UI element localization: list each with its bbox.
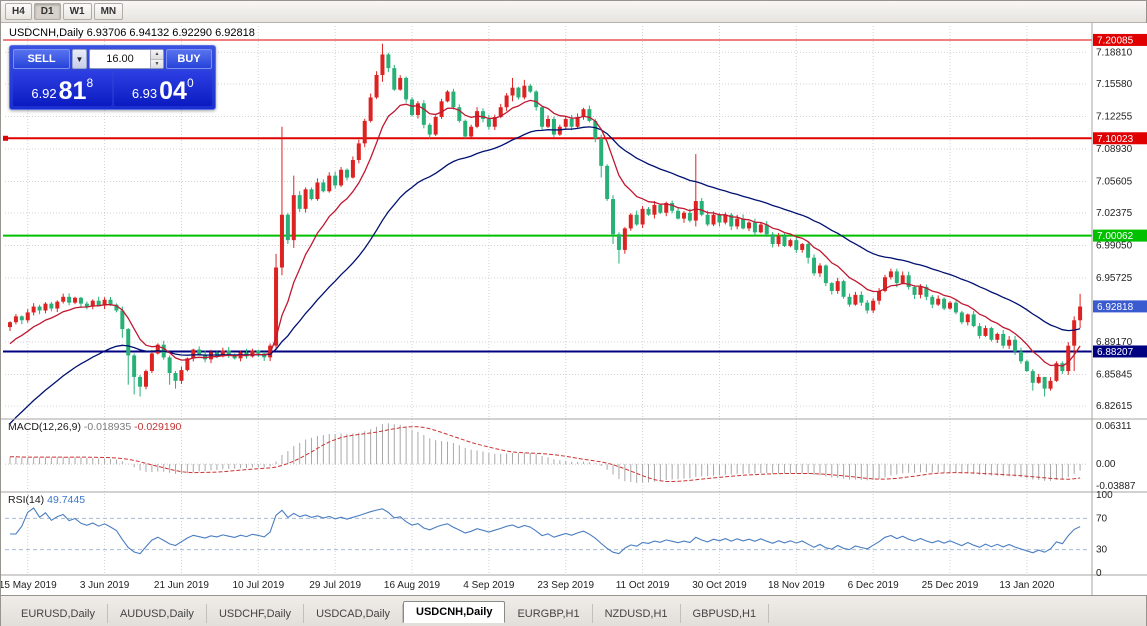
svg-text:7.15580: 7.15580 (1096, 79, 1133, 90)
svg-text:7.20085: 7.20085 (1097, 35, 1134, 46)
svg-text:6 Dec 2019: 6 Dec 2019 (848, 580, 900, 591)
svg-text:15 May 2019: 15 May 2019 (1, 580, 57, 591)
svg-text:6.92818: 6.92818 (1097, 302, 1134, 313)
svg-text:6.89170: 6.89170 (1096, 337, 1133, 348)
buy-price-display[interactable]: 6.93 04 0 (113, 71, 212, 106)
svg-text:6.99050: 6.99050 (1096, 240, 1133, 251)
svg-text:6.88207: 6.88207 (1097, 347, 1134, 358)
svg-text:7.12255: 7.12255 (1096, 111, 1133, 122)
svg-text:7.05605: 7.05605 (1096, 176, 1133, 187)
svg-text:6.95725: 6.95725 (1096, 273, 1133, 284)
sell-price-big-digits: 81 (58, 77, 87, 105)
rsi-value: 49.7445 (47, 494, 86, 506)
svg-text:7.02375: 7.02375 (1096, 208, 1133, 219)
timeframe-toolbar: H4 D1 W1 MN (1, 1, 1146, 23)
timeframe-button-h4[interactable]: H4 (5, 3, 32, 20)
arrow-up-icon: ▲ (154, 51, 160, 57)
tab-nzdusd-h1[interactable]: NZDUSD,H1 (593, 604, 681, 623)
buy-price-head: 6.93 (131, 86, 158, 101)
svg-text:7.08930: 7.08930 (1096, 144, 1133, 155)
svg-text:6.82615: 6.82615 (1096, 401, 1133, 412)
timeframe-button-mn[interactable]: MN (93, 3, 124, 20)
tab-eurusd-daily[interactable]: EURUSD,Daily (9, 604, 108, 623)
volume-increase-button[interactable]: ▲ (151, 50, 163, 60)
buy-button[interactable]: BUY (166, 49, 212, 69)
macd-indicator-label: MACD(12,26,9) -0.018935 -0.029190 (8, 421, 181, 433)
svg-text:100: 100 (1096, 490, 1113, 501)
macd-name: MACD(12,26,9) (8, 421, 81, 433)
chevron-down-icon: ▼ (75, 54, 84, 64)
chart-tab-bar: EURUSD,Daily AUDUSD,Daily USDCHF,Daily USDC… (1, 595, 1146, 626)
svg-text:11 Oct 2019: 11 Oct 2019 (616, 580, 670, 591)
svg-text:7.18810: 7.18810 (1096, 47, 1133, 58)
sell-price-display[interactable]: 6.92 81 8 (13, 71, 112, 106)
timeframe-button-d1[interactable]: D1 (33, 3, 61, 20)
svg-text:0: 0 (1096, 568, 1102, 579)
svg-text:25 Dec 2019: 25 Dec 2019 (922, 580, 979, 591)
svg-text:18 Nov 2019: 18 Nov 2019 (768, 580, 825, 591)
rsi-indicator-label: RSI(14) 49.7445 (8, 494, 85, 506)
volume-spinner: ▲ ▼ (150, 50, 163, 68)
buy-price-pipette: 0 (186, 76, 194, 90)
svg-text:7.10023: 7.10023 (1097, 134, 1134, 145)
sell-button[interactable]: SELL (13, 49, 70, 69)
panel-options-button[interactable]: ▼ (72, 49, 87, 69)
chart-symbol-ohlc-title: USDCNH,Daily 6.93706 6.94132 6.92290 6.9… (9, 27, 255, 39)
svg-text:0.00: 0.00 (1096, 459, 1116, 470)
volume-field: ▲ ▼ (89, 49, 164, 69)
trade-controls-row: SELL ▼ ▲ ▼ BUY (13, 49, 212, 69)
timeframe-button-w1[interactable]: W1 (62, 3, 92, 20)
svg-text:3 Jun 2019: 3 Jun 2019 (80, 580, 130, 591)
tab-usdcad-daily[interactable]: USDCAD,Daily (304, 604, 404, 623)
svg-text:16 Aug 2019: 16 Aug 2019 (384, 580, 441, 591)
tab-gbpusd-h1[interactable]: GBPUSD,H1 (681, 604, 770, 623)
volume-decrease-button[interactable]: ▼ (151, 59, 163, 68)
svg-text:21 Jun 2019: 21 Jun 2019 (154, 580, 209, 591)
svg-text:30: 30 (1096, 545, 1108, 556)
arrow-down-icon: ▼ (154, 60, 160, 67)
tab-usdchf-daily[interactable]: USDCHF,Daily (207, 604, 305, 623)
svg-text:0.06311: 0.06311 (1096, 421, 1132, 432)
one-click-trading-panel: SELL ▼ ▲ ▼ BUY 6.92 81 8 6.93 04 0 (9, 45, 216, 110)
svg-text:29 Jul 2019: 29 Jul 2019 (309, 580, 361, 591)
macd-signal-value: -0.029190 (134, 421, 182, 433)
sell-price-head: 6.92 (31, 86, 57, 101)
svg-text:70: 70 (1096, 513, 1108, 524)
tab-audusd-daily[interactable]: AUDUSD,Daily (108, 604, 207, 623)
volume-input[interactable] (90, 50, 150, 68)
trade-prices-row: 6.92 81 8 6.93 04 0 (13, 71, 212, 106)
svg-text:4 Sep 2019: 4 Sep 2019 (463, 580, 515, 591)
rsi-name: RSI(14) (8, 494, 45, 506)
svg-text:6.85845: 6.85845 (1096, 370, 1133, 381)
macd-main-value: -0.018935 (83, 421, 132, 433)
svg-text:10 Jul 2019: 10 Jul 2019 (232, 580, 284, 591)
tab-usdcnh-daily[interactable]: USDCNH,Daily (403, 601, 506, 623)
svg-text:13 Jan 2020: 13 Jan 2020 (999, 580, 1054, 591)
svg-text:7.00062: 7.00062 (1097, 231, 1134, 242)
sell-price-pipette: 8 (86, 76, 94, 90)
buy-price-big-digits: 04 (159, 77, 187, 105)
svg-text:-0.03887: -0.03887 (1096, 481, 1136, 492)
svg-text:30 Oct 2019: 30 Oct 2019 (692, 580, 747, 591)
tab-eurgbp-h1[interactable]: EURGBP,H1 (505, 604, 593, 623)
svg-text:23 Sep 2019: 23 Sep 2019 (537, 580, 594, 591)
